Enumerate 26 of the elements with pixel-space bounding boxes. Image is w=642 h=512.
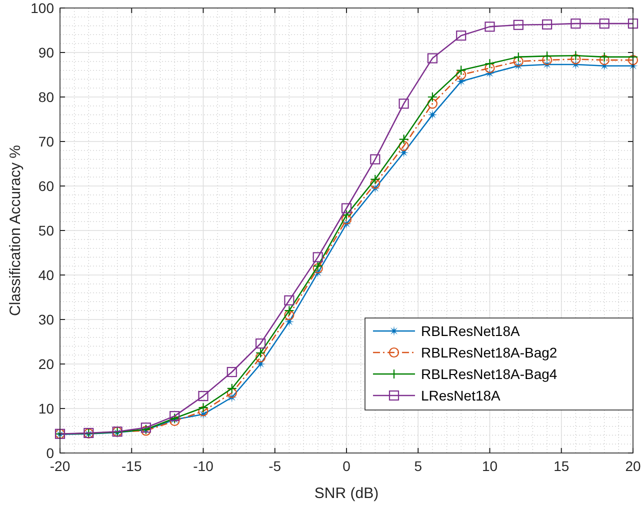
y-tick-label: 100 — [30, 0, 54, 16]
legend-label: RBLResNet18A — [421, 323, 520, 339]
x-tick-label: 15 — [554, 458, 570, 474]
legend-label: LResNet18A — [421, 388, 502, 404]
y-tick-label: 50 — [38, 222, 54, 238]
y-tick-label: 40 — [38, 267, 54, 283]
y-tick-label: 30 — [38, 312, 54, 328]
x-tick-label: 10 — [482, 458, 498, 474]
x-axis-title: SNR (dB) — [314, 485, 379, 502]
x-tick-label: 20 — [625, 458, 641, 474]
x-tick-label: 0 — [342, 458, 351, 474]
y-tick-label: 70 — [38, 134, 54, 150]
x-tick-label: -5 — [268, 458, 282, 474]
y-tick-label: 60 — [38, 178, 54, 194]
y-tick-label: 90 — [38, 44, 54, 60]
y-tick-label: 10 — [38, 400, 54, 416]
y-axis-title: Classification Accuracy % — [7, 145, 24, 316]
x-tick-label: 5 — [414, 458, 422, 474]
y-tick-label: 80 — [38, 89, 54, 105]
x-tick-label: -15 — [122, 458, 142, 474]
legend-label: RBLResNet18A-Bag2 — [421, 344, 558, 360]
x-tick-label: -10 — [193, 458, 214, 474]
x-tick-label: -20 — [50, 458, 70, 474]
y-tick-label: 20 — [38, 356, 54, 372]
legend-label: RBLResNet18A-Bag4 — [421, 366, 558, 382]
y-tick-label: 0 — [46, 445, 54, 461]
